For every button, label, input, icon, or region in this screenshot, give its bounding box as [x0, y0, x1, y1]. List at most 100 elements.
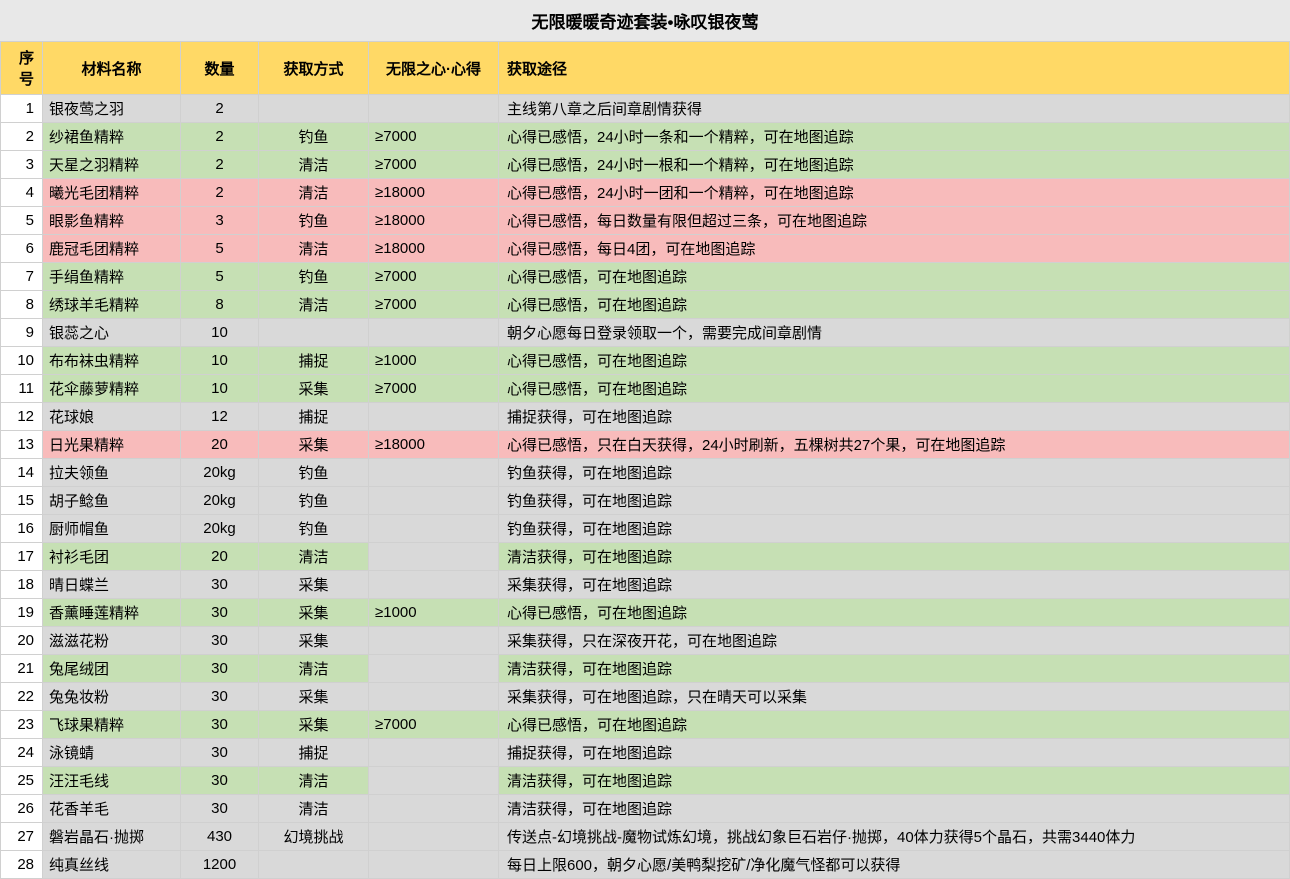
cell-heart: ≥18000: [369, 207, 499, 235]
cell-method: 钓鱼: [259, 207, 369, 235]
cell-seq: 27: [1, 823, 43, 851]
cell-heart: ≥18000: [369, 179, 499, 207]
cell-name: 衬衫毛团: [43, 543, 181, 571]
table-row: 8绣球羊毛精粹8清洁≥7000心得已感悟，可在地图追踪: [1, 291, 1290, 319]
cell-qty: 30: [181, 795, 259, 823]
cell-method: [259, 95, 369, 123]
cell-path: 心得已感悟，可在地图追踪: [499, 375, 1290, 403]
cell-seq: 8: [1, 291, 43, 319]
table-row: 9银蕊之心10朝夕心愿每日登录领取一个，需要完成间章剧情: [1, 319, 1290, 347]
cell-heart: [369, 767, 499, 795]
table-row: 19香薰睡莲精粹30采集≥1000心得已感悟，可在地图追踪: [1, 599, 1290, 627]
cell-name: 胡子鲶鱼: [43, 487, 181, 515]
materials-table: 序号 材料名称 数量 获取方式 无限之心·心得 获取途径 1银夜莺之羽2主线第八…: [0, 41, 1290, 879]
cell-seq: 20: [1, 627, 43, 655]
cell-name: 鹿冠毛团精粹: [43, 235, 181, 263]
cell-method: 钓鱼: [259, 515, 369, 543]
cell-name: 花伞藤萝精粹: [43, 375, 181, 403]
cell-qty: 12: [181, 403, 259, 431]
cell-name: 曦光毛团精粹: [43, 179, 181, 207]
table-row: 5眼影鱼精粹3钓鱼≥18000心得已感悟，每日数量有限但超过三条，可在地图追踪: [1, 207, 1290, 235]
header-name: 材料名称: [43, 42, 181, 95]
cell-path: 钓鱼获得，可在地图追踪: [499, 487, 1290, 515]
cell-heart: [369, 319, 499, 347]
cell-qty: 30: [181, 655, 259, 683]
cell-path: 采集获得，可在地图追踪，只在晴天可以采集: [499, 683, 1290, 711]
table-row: 21兔尾绒团30清洁清洁获得，可在地图追踪: [1, 655, 1290, 683]
header-path: 获取途径: [499, 42, 1290, 95]
cell-path: 心得已感悟，可在地图追踪: [499, 711, 1290, 739]
cell-seq: 17: [1, 543, 43, 571]
cell-qty: 2: [181, 179, 259, 207]
cell-path: 心得已感悟，每日4团，可在地图追踪: [499, 235, 1290, 263]
cell-seq: 26: [1, 795, 43, 823]
cell-seq: 13: [1, 431, 43, 459]
cell-heart: ≥7000: [369, 123, 499, 151]
cell-qty: 20kg: [181, 487, 259, 515]
cell-heart: [369, 403, 499, 431]
cell-path: 清洁获得，可在地图追踪: [499, 655, 1290, 683]
cell-method: 清洁: [259, 235, 369, 263]
table-row: 15胡子鲶鱼20kg钓鱼 钓鱼获得，可在地图追踪: [1, 487, 1290, 515]
cell-name: 兔尾绒团: [43, 655, 181, 683]
cell-method: 采集: [259, 431, 369, 459]
cell-heart: [369, 795, 499, 823]
cell-qty: 10: [181, 319, 259, 347]
table-row: 11花伞藤萝精粹10采集≥7000心得已感悟，可在地图追踪: [1, 375, 1290, 403]
cell-heart: [369, 739, 499, 767]
cell-method: 钓鱼: [259, 487, 369, 515]
cell-path: 捕捉获得，可在地图追踪: [499, 403, 1290, 431]
cell-path: 清洁获得，可在地图追踪: [499, 543, 1290, 571]
cell-heart: [369, 95, 499, 123]
cell-qty: 20kg: [181, 515, 259, 543]
cell-seq: 23: [1, 711, 43, 739]
table-row: 10布布袜虫精粹10捕捉≥1000心得已感悟，可在地图追踪: [1, 347, 1290, 375]
table-row: 20滋滋花粉30采集采集获得，只在深夜开花，可在地图追踪: [1, 627, 1290, 655]
header-heart: 无限之心·心得: [369, 42, 499, 95]
table-row: 2纱裙鱼精粹2钓鱼≥7000心得已感悟，24小时一条和一个精粹，可在地图追踪: [1, 123, 1290, 151]
cell-name: 兔兔妆粉: [43, 683, 181, 711]
table-row: 4曦光毛团精粹2清洁≥18000心得已感悟，24小时一团和一个精粹，可在地图追踪: [1, 179, 1290, 207]
materials-table-container: 无限暖暖奇迹套装•咏叹银夜莺 序号 材料名称 数量 获取方式 无限之心·心得 获…: [0, 0, 1290, 879]
cell-qty: 10: [181, 347, 259, 375]
cell-method: 清洁: [259, 151, 369, 179]
cell-seq: 7: [1, 263, 43, 291]
cell-heart: ≥1000: [369, 599, 499, 627]
cell-path: 采集获得，只在深夜开花，可在地图追踪: [499, 627, 1290, 655]
table-row: 22兔兔妆粉30采集采集获得，可在地图追踪，只在晴天可以采集: [1, 683, 1290, 711]
header-method: 获取方式: [259, 42, 369, 95]
cell-path: 钓鱼获得，可在地图追踪: [499, 459, 1290, 487]
cell-name: 银蕊之心: [43, 319, 181, 347]
cell-seq: 18: [1, 571, 43, 599]
cell-qty: 5: [181, 263, 259, 291]
cell-seq: 15: [1, 487, 43, 515]
table-row: 23飞球果精粹30采集≥7000心得已感悟，可在地图追踪: [1, 711, 1290, 739]
cell-seq: 1: [1, 95, 43, 123]
cell-method: 采集: [259, 571, 369, 599]
cell-qty: 2: [181, 95, 259, 123]
cell-seq: 5: [1, 207, 43, 235]
cell-path: 心得已感悟，可在地图追踪: [499, 291, 1290, 319]
table-row: 13日光果精粹20采集≥18000心得已感悟，只在白天获得，24小时刷新，五棵树…: [1, 431, 1290, 459]
cell-heart: ≥1000: [369, 347, 499, 375]
cell-seq: 14: [1, 459, 43, 487]
cell-heart: [369, 627, 499, 655]
cell-method: 钓鱼: [259, 263, 369, 291]
cell-method: 清洁: [259, 767, 369, 795]
cell-qty: 30: [181, 599, 259, 627]
cell-method: 捕捉: [259, 347, 369, 375]
cell-path: 主线第八章之后间章剧情获得: [499, 95, 1290, 123]
cell-name: 天星之羽精粹: [43, 151, 181, 179]
cell-path: 心得已感悟，24小时一根和一个精粹，可在地图追踪: [499, 151, 1290, 179]
cell-path: 每日上限600，朝夕心愿/美鸭梨挖矿/净化魔气怪都可以获得: [499, 851, 1290, 879]
cell-heart: ≥7000: [369, 375, 499, 403]
cell-path: 心得已感悟，每日数量有限但超过三条，可在地图追踪: [499, 207, 1290, 235]
cell-path: 心得已感悟，只在白天获得，24小时刷新，五棵树共27个果，可在地图追踪: [499, 431, 1290, 459]
cell-path: 心得已感悟，可在地图追踪: [499, 263, 1290, 291]
cell-heart: ≥7000: [369, 151, 499, 179]
cell-qty: 3: [181, 207, 259, 235]
table-title: 无限暖暖奇迹套装•咏叹银夜莺: [0, 0, 1290, 41]
cell-path: 钓鱼获得，可在地图追踪: [499, 515, 1290, 543]
cell-method: 采集: [259, 683, 369, 711]
cell-seq: 10: [1, 347, 43, 375]
